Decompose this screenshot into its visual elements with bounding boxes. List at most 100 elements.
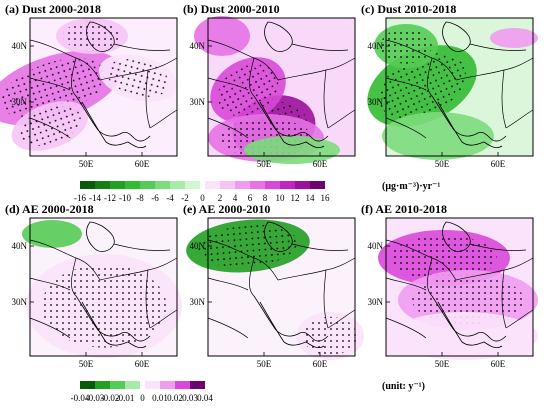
colorbar-swatch [280,181,295,189]
gulf-coast [437,301,503,349]
country-border [385,77,427,91]
panel-frame [385,17,534,157]
significance-stipple [391,235,497,281]
significance-stipple [302,316,358,356]
gulf-coast [253,95,329,142]
map-panel: (e) AE 2000-2010 50E 60E 40N 30N [183,202,364,369]
y-tick-label: 30N [368,297,384,307]
country-border [113,43,171,51]
x-tick-label: 60E [135,159,150,169]
colorbar-swatch [205,181,220,189]
country-border [249,57,255,97]
colorbar-swatch [140,181,155,189]
country-border [427,57,433,97]
colorbar-swatch [145,381,160,389]
trend-region [22,220,82,248]
panel-frame [29,17,178,157]
country-border [145,269,151,329]
country-border [385,277,427,291]
colorbar-swatch [185,181,200,189]
gulf-coast [431,295,507,342]
colorbar-label: 12 [291,193,300,203]
x-tick-label: 50E [435,359,450,369]
gulf-coast [75,95,151,142]
colorbar-swatch [250,181,265,189]
significance-stipple [41,264,167,348]
colorbar-swatch [110,181,125,189]
panel-title: (e) AE 2000-2010 [183,202,270,216]
panel-frame [385,217,534,357]
colorbar-label: -16 [74,193,86,203]
panel-title: (d) AE 2000-2018 [5,202,94,216]
gulf-coast [253,295,329,342]
colorbar-label: -0.02 [101,393,120,403]
y-tick-label: 30N [190,97,206,107]
colorbar-swatch [95,181,110,189]
country-border [291,243,349,251]
panel-title: (c) Dust 2010-2018 [361,2,456,16]
country-border [29,277,71,291]
colorbar-label: 2 [218,193,223,203]
map-panel: (c) Dust 2010-2018 50E 60E 40N 30N [361,2,538,169]
dust-colorbar: -16 -14 -12 -10 -8 -6 -4 -2 0 2 4 6 8 10 12 14 16 (μg·m⁻³… [74,181,440,203]
colorbar-swatch [125,181,140,189]
colorbar-swatch [310,181,325,189]
colorbar-label: 6 [248,193,253,203]
x-tick-label: 60E [135,359,150,369]
colorbar-label: -12 [104,193,116,203]
country-border [469,43,527,51]
country-border [149,109,178,129]
x-tick-label: 50E [79,159,94,169]
panel-frame [29,217,178,357]
country-border [501,69,507,129]
colorbar-label: 16 [321,193,331,203]
country-border [327,109,356,129]
gulf-coast [75,295,151,342]
y-tick-label: 30N [12,97,28,107]
ae-colorbar: -0.04-0.03-0.02-0.01 0 0.01 0.02 0.03 0.04 (un… [71,381,425,403]
country-border [71,57,77,97]
gulf-coast [81,101,147,149]
panel-title: (b) Dust 2000-2010 [183,2,280,16]
country-border [207,277,249,291]
y-tick-label: 30N [12,297,28,307]
panel-frame [207,217,356,357]
country-border [505,109,534,129]
trend-region [490,28,538,48]
country-border [149,309,178,329]
panel-title: (f) AE 2010-2018 [361,202,447,216]
country-border [327,309,356,329]
significance-stipple [412,276,524,324]
trend-region [244,136,340,164]
country-border [207,317,249,339]
y-tick-label: 40N [368,41,384,51]
y-tick-label: 40N [12,241,28,251]
map-panel: (b) Dust 2000-2010 50E 60E 40N 30N [183,2,356,169]
gulf-coast [259,301,325,349]
x-tick-label: 60E [491,359,506,369]
map-panel: (d) AE 2000-2018 50E 60E 40N 30N [5,202,182,369]
gulf-coast [259,101,325,149]
colorbar-unit: (unit: y⁻¹) [382,381,425,392]
colorbar-label: -0.01 [116,393,135,403]
panel-frame [207,17,356,157]
y-tick-label: 40N [368,241,384,251]
colorbar-swatch [160,381,175,389]
country-border [385,317,427,339]
significance-stipple [380,28,432,64]
y-tick-label: 30N [368,97,384,107]
colorbar-label: 10 [276,193,286,203]
y-tick-label: 40N [190,241,206,251]
country-border [29,77,71,91]
x-tick-label: 50E [257,359,272,369]
colorbar-label: 14 [306,193,316,203]
x-tick-label: 50E [257,159,272,169]
country-border [469,243,527,251]
colorbar-label: 0.01 [152,393,168,403]
country-border [249,257,255,297]
colorbar-swatch [175,381,190,389]
country-border [323,69,329,129]
colorbar-swatch [95,381,110,389]
country-border [323,269,329,329]
